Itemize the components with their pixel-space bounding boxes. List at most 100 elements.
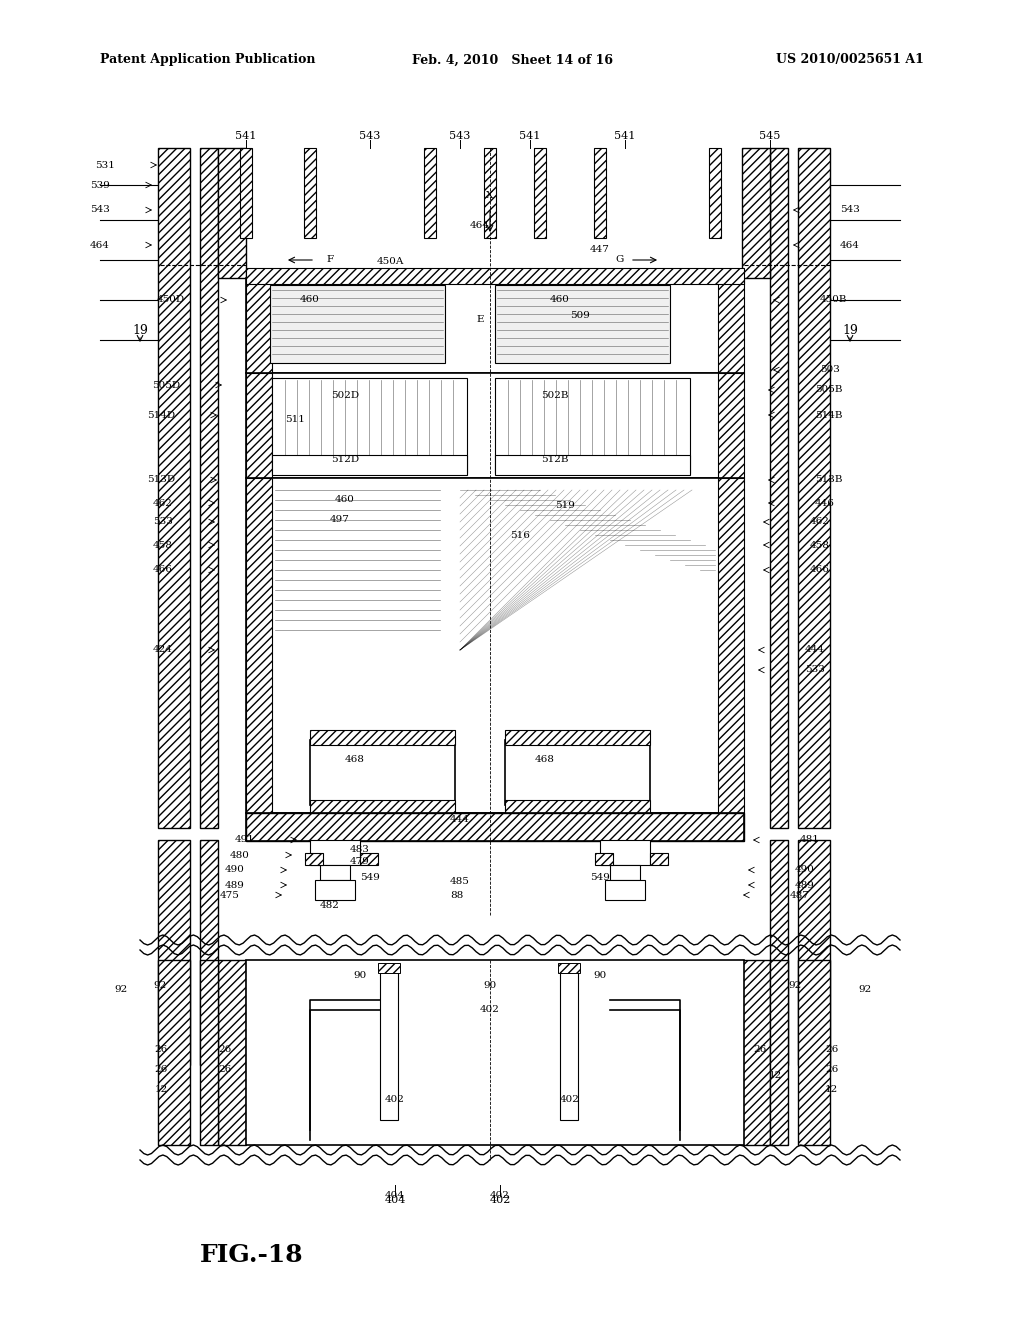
Text: 490: 490: [225, 866, 245, 874]
Bar: [310, 800, 455, 814]
Text: 450B: 450B: [820, 296, 848, 305]
Bar: [200, 840, 218, 1065]
Text: 447: 447: [590, 246, 610, 255]
Bar: [319, 865, 350, 880]
Text: 487: 487: [790, 891, 810, 899]
Bar: [218, 960, 246, 1144]
Text: 466: 466: [154, 565, 173, 574]
Bar: [310, 741, 455, 805]
Bar: [558, 964, 580, 973]
Text: 491: 491: [236, 836, 255, 845]
Text: 513D: 513D: [146, 475, 175, 484]
Bar: [742, 960, 770, 1144]
Text: 90: 90: [353, 970, 367, 979]
Text: 402: 402: [490, 1191, 510, 1200]
Text: 482: 482: [321, 900, 340, 909]
Bar: [534, 148, 546, 238]
Text: 480: 480: [230, 850, 250, 859]
Bar: [200, 148, 218, 828]
Text: 92: 92: [154, 981, 167, 990]
Text: 26: 26: [155, 1065, 168, 1074]
Bar: [272, 455, 467, 475]
Text: 509: 509: [570, 310, 590, 319]
Bar: [270, 285, 445, 363]
Bar: [424, 148, 436, 238]
Bar: [158, 148, 190, 828]
Text: 545: 545: [760, 131, 780, 141]
Bar: [200, 960, 218, 1144]
Text: 539: 539: [90, 181, 110, 190]
Text: 12: 12: [768, 1071, 781, 1080]
Text: 464: 464: [90, 240, 110, 249]
Text: 460: 460: [335, 495, 355, 504]
Text: 402: 402: [560, 1096, 580, 1105]
Bar: [360, 853, 378, 865]
Text: 505D: 505D: [152, 380, 180, 389]
Text: 402: 402: [385, 1096, 404, 1105]
Text: 514D: 514D: [146, 411, 175, 420]
Text: 460: 460: [550, 296, 570, 305]
Text: 481: 481: [800, 836, 820, 845]
Text: Feb. 4, 2010   Sheet 14 of 16: Feb. 4, 2010 Sheet 14 of 16: [412, 54, 612, 66]
Text: 90: 90: [593, 970, 606, 979]
Bar: [495, 285, 670, 363]
Bar: [315, 880, 355, 900]
Text: 92: 92: [115, 986, 128, 994]
Text: E: E: [476, 315, 483, 325]
Bar: [798, 960, 830, 1144]
Text: 444: 444: [451, 816, 470, 825]
Text: 12: 12: [155, 1085, 168, 1094]
Text: FIG.-18: FIG.-18: [200, 1243, 304, 1267]
Text: X: X: [486, 190, 494, 199]
Text: F: F: [327, 256, 334, 264]
Text: 533: 533: [805, 665, 825, 675]
Bar: [378, 964, 400, 973]
Bar: [158, 960, 190, 1144]
Text: 531: 531: [95, 161, 115, 169]
Text: 26: 26: [218, 1045, 231, 1055]
Text: 92: 92: [858, 986, 871, 994]
Text: 460: 460: [300, 296, 319, 305]
Bar: [484, 148, 496, 238]
Text: 446: 446: [815, 499, 835, 507]
Text: 402: 402: [480, 1006, 500, 1015]
Text: 519: 519: [555, 500, 574, 510]
Text: 90: 90: [483, 981, 497, 990]
Bar: [605, 880, 645, 900]
Text: 543: 543: [359, 131, 381, 141]
Bar: [718, 279, 744, 374]
Bar: [770, 960, 788, 1144]
Text: 502B: 502B: [542, 391, 568, 400]
Text: 462: 462: [154, 499, 173, 507]
Text: 26: 26: [754, 1045, 767, 1055]
Text: 464: 464: [470, 220, 489, 230]
Text: 511: 511: [285, 416, 305, 425]
Bar: [505, 730, 650, 744]
Text: 458: 458: [154, 540, 173, 549]
Text: 549: 549: [360, 874, 380, 883]
Text: 19: 19: [842, 323, 858, 337]
Bar: [650, 853, 668, 865]
Text: 462: 462: [810, 517, 829, 527]
Bar: [246, 279, 744, 374]
Text: Patent Application Publication: Patent Application Publication: [100, 54, 315, 66]
Text: 450A: 450A: [376, 257, 403, 267]
Text: 458: 458: [810, 540, 829, 549]
Text: 514B: 514B: [815, 411, 843, 420]
Text: 512B: 512B: [542, 455, 568, 465]
Text: 541: 541: [614, 131, 636, 141]
Text: 404: 404: [384, 1195, 406, 1205]
Text: G: G: [615, 256, 625, 264]
Text: 26: 26: [155, 1045, 168, 1055]
Bar: [246, 813, 744, 841]
Text: 468: 468: [345, 755, 365, 764]
Bar: [600, 840, 650, 865]
Bar: [770, 148, 788, 828]
Text: 543: 543: [450, 131, 471, 141]
Text: US 2010/0025651 A1: US 2010/0025651 A1: [776, 54, 924, 66]
Bar: [594, 148, 606, 238]
Text: 19: 19: [132, 323, 147, 337]
Bar: [718, 374, 744, 478]
Text: 475: 475: [220, 891, 240, 899]
Bar: [495, 455, 690, 475]
